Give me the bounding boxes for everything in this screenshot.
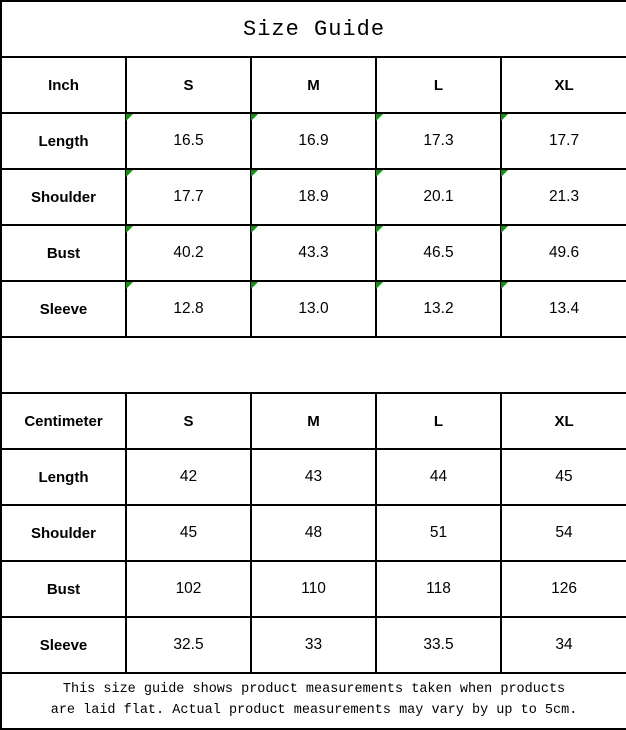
inch-sleeve-row: Sleeve 12.8 13.0 13.2 13.4 <box>0 280 626 338</box>
row-label: Bust <box>0 224 127 282</box>
size-value-cell: 40.2 <box>125 224 252 282</box>
inch-header-row: Inch S M L XL <box>0 56 626 114</box>
row-label: Length <box>0 112 127 170</box>
cm-header-s: S <box>125 392 252 450</box>
size-value-cell: 43.3 <box>250 224 377 282</box>
size-value-cell: 118 <box>375 560 502 618</box>
title-row: Size Guide <box>0 0 626 58</box>
size-value-cell: 18.9 <box>250 168 377 226</box>
row-label: Length <box>0 448 127 506</box>
row-label: Sleeve <box>0 616 127 674</box>
cm-shoulder-row: Shoulder 45 48 51 54 <box>0 504 626 562</box>
cm-header-l: L <box>375 392 502 450</box>
size-value-cell: 12.8 <box>125 280 252 338</box>
spacer-row <box>0 336 626 394</box>
size-value-cell: 43 <box>250 448 377 506</box>
cm-unit-header: Centimeter <box>0 392 127 450</box>
size-value-cell: 13.0 <box>250 280 377 338</box>
size-value-cell: 110 <box>250 560 377 618</box>
cm-header-m: M <box>250 392 377 450</box>
inch-header-xl: XL <box>499 56 626 114</box>
row-label: Bust <box>0 560 127 618</box>
size-value-cell: 42 <box>125 448 252 506</box>
spacer-cell <box>0 336 626 394</box>
size-value-cell: 17.3 <box>375 112 502 170</box>
size-value-cell: 13.4 <box>499 280 626 338</box>
size-value-cell: 49.6 <box>499 224 626 282</box>
page-title: Size Guide <box>0 0 626 58</box>
row-label: Sleeve <box>0 280 127 338</box>
size-value-cell: 45 <box>125 504 252 562</box>
size-value-cell: 16.5 <box>125 112 252 170</box>
size-value-cell: 51 <box>375 504 502 562</box>
size-value-cell: 21.3 <box>499 168 626 226</box>
cm-sleeve-row: Sleeve 32.5 33 33.5 34 <box>0 616 626 674</box>
measurement-note-line1: This size guide shows product measuremen… <box>62 682 566 698</box>
row-label: Shoulder <box>0 504 127 562</box>
size-value-cell: 20.1 <box>375 168 502 226</box>
inch-header-m: M <box>250 56 377 114</box>
size-value-cell: 17.7 <box>125 168 252 226</box>
size-value-cell: 32.5 <box>125 616 252 674</box>
size-value-cell: 126 <box>499 560 626 618</box>
size-value-cell: 33 <box>250 616 377 674</box>
size-value-cell: 16.9 <box>250 112 377 170</box>
inch-bust-row: Bust 40.2 43.3 46.5 49.6 <box>0 224 626 282</box>
size-value-cell: 45 <box>499 448 626 506</box>
size-value-cell: 34 <box>499 616 626 674</box>
footer-row: This size guide shows product measuremen… <box>0 672 626 730</box>
size-value-cell: 44 <box>375 448 502 506</box>
size-value-cell: 33.5 <box>375 616 502 674</box>
size-value-cell: 13.2 <box>375 280 502 338</box>
inch-unit-header: Inch <box>0 56 127 114</box>
row-label: Shoulder <box>0 168 127 226</box>
size-value-cell: 48 <box>250 504 377 562</box>
size-value-cell: 17.7 <box>499 112 626 170</box>
measurement-note: This size guide shows product measuremen… <box>0 672 626 730</box>
size-value-cell: 102 <box>125 560 252 618</box>
cm-bust-row: Bust 102 110 118 126 <box>0 560 626 618</box>
inch-length-row: Length 16.5 16.9 17.3 17.7 <box>0 112 626 170</box>
inch-header-s: S <box>125 56 252 114</box>
measurement-note-line2: are laid flat. Actual product measuremen… <box>50 703 578 718</box>
size-value-cell: 46.5 <box>375 224 502 282</box>
cm-length-row: Length 42 43 44 45 <box>0 448 626 506</box>
cm-header-row: Centimeter S M L XL <box>0 392 626 450</box>
inch-header-l: L <box>375 56 502 114</box>
size-value-cell: 54 <box>499 504 626 562</box>
inch-shoulder-row: Shoulder 17.7 18.9 20.1 21.3 <box>0 168 626 226</box>
cm-header-xl: XL <box>499 392 626 450</box>
